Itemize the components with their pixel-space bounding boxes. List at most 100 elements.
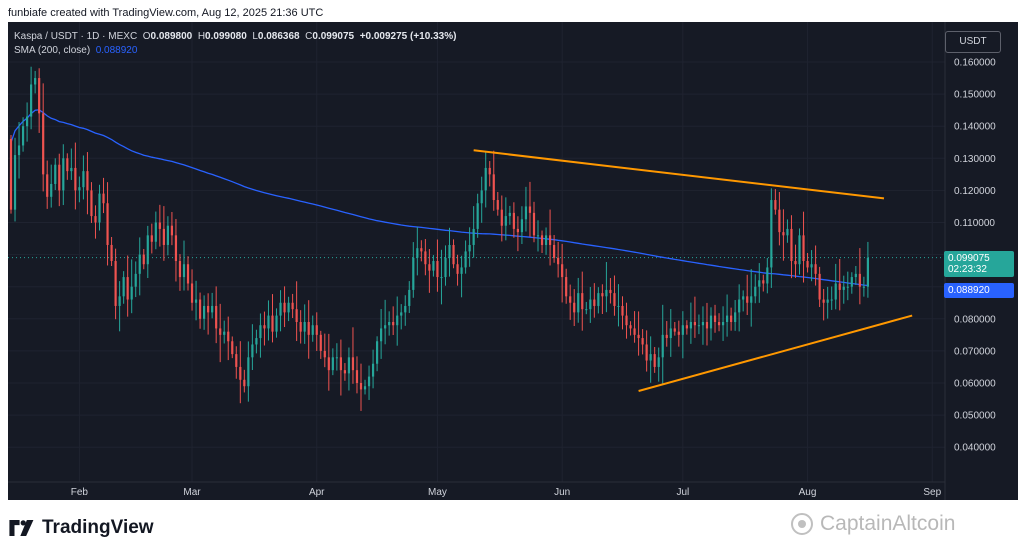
candle-body bbox=[689, 322, 692, 329]
candle bbox=[818, 266, 821, 308]
candle bbox=[862, 276, 865, 297]
candle-body bbox=[553, 244, 556, 258]
candle-body bbox=[78, 187, 81, 191]
candle-body bbox=[448, 244, 451, 258]
y-tick-label: 0.070000 bbox=[954, 346, 996, 357]
candle-body bbox=[814, 264, 817, 274]
candle-body bbox=[645, 344, 648, 361]
candle bbox=[569, 284, 572, 320]
candle bbox=[528, 181, 532, 237]
candle bbox=[207, 293, 210, 335]
candle-body bbox=[42, 113, 45, 175]
candle bbox=[367, 365, 371, 400]
candle-body bbox=[532, 212, 536, 236]
candle bbox=[577, 277, 580, 323]
candle-body bbox=[520, 219, 524, 233]
candle bbox=[126, 255, 129, 317]
candle bbox=[826, 286, 829, 319]
candle bbox=[697, 314, 701, 335]
trendline-resistance[interactable] bbox=[473, 149, 885, 200]
tradingview-brand: TradingView bbox=[42, 517, 154, 538]
candle-body bbox=[94, 216, 97, 223]
candle-body bbox=[134, 273, 137, 287]
candle bbox=[484, 151, 487, 208]
candle bbox=[830, 286, 833, 310]
candle-body bbox=[190, 283, 194, 303]
candle bbox=[190, 269, 194, 311]
candle bbox=[637, 311, 640, 356]
candle-body bbox=[524, 206, 528, 220]
candle-body bbox=[82, 171, 85, 188]
candle-body bbox=[70, 167, 73, 172]
candle-body bbox=[858, 273, 861, 287]
candle-body bbox=[17, 145, 21, 156]
candle-body bbox=[536, 235, 540, 237]
candle-body bbox=[581, 293, 584, 310]
candle bbox=[86, 152, 89, 215]
candle-body bbox=[677, 331, 680, 335]
sma-label[interactable]: SMA (200, close) bbox=[14, 45, 91, 56]
currency-button[interactable]: USDT bbox=[945, 31, 1001, 53]
candle bbox=[605, 262, 608, 313]
candle bbox=[400, 304, 403, 330]
candle bbox=[363, 379, 367, 395]
candle-body bbox=[114, 261, 117, 306]
candle bbox=[544, 227, 548, 255]
x-tick-label: Sep bbox=[923, 487, 941, 498]
candle-body bbox=[822, 299, 825, 303]
candle bbox=[130, 259, 133, 314]
candle-body bbox=[725, 315, 729, 323]
candle bbox=[428, 249, 431, 293]
candle bbox=[106, 182, 109, 266]
candle-body bbox=[573, 302, 576, 313]
candle bbox=[21, 117, 25, 152]
candle bbox=[118, 281, 121, 332]
candle bbox=[359, 363, 363, 411]
candle-body bbox=[311, 325, 314, 335]
symbol-label[interactable]: Kaspa / USDT · 1D · MEXC bbox=[14, 31, 138, 42]
candle-body bbox=[424, 251, 427, 265]
candle-body bbox=[717, 322, 721, 326]
candle-body bbox=[480, 190, 483, 204]
price-chart[interactable]: 0.160000 0.150000 0.140000 0.130000 0.120000… bbox=[8, 22, 1018, 500]
candle bbox=[251, 324, 254, 370]
candle bbox=[315, 312, 318, 351]
watermark-text: CaptainAltcoin bbox=[820, 512, 956, 535]
candle bbox=[730, 307, 733, 331]
candle bbox=[496, 192, 499, 216]
candle bbox=[629, 321, 632, 336]
candle-body bbox=[130, 286, 133, 300]
chart-panel[interactable]: 0.160000 0.150000 0.140000 0.130000 0.120000… bbox=[8, 22, 1018, 500]
candle bbox=[82, 155, 85, 200]
candle-body bbox=[713, 315, 717, 323]
candle-body bbox=[440, 277, 443, 279]
candle bbox=[738, 284, 741, 332]
candle-body bbox=[432, 261, 435, 271]
candle bbox=[806, 252, 809, 273]
candle bbox=[685, 320, 688, 335]
candle bbox=[420, 240, 423, 262]
candle bbox=[657, 347, 660, 382]
candle-body bbox=[66, 158, 69, 172]
candle-body bbox=[436, 261, 439, 278]
candle bbox=[613, 275, 616, 316]
tradingview-logo[interactable]: TradingView bbox=[9, 517, 154, 539]
candle-body bbox=[790, 228, 793, 262]
candle-body bbox=[118, 296, 121, 306]
candle-body bbox=[323, 350, 326, 358]
candle-body bbox=[577, 293, 580, 313]
candle bbox=[581, 271, 584, 331]
candle-body bbox=[685, 325, 688, 329]
candle bbox=[440, 249, 443, 305]
candle bbox=[182, 240, 186, 291]
candle bbox=[319, 330, 322, 359]
candle-body bbox=[388, 322, 391, 326]
candle-body bbox=[38, 78, 41, 114]
candle-body bbox=[299, 322, 302, 332]
candle bbox=[798, 228, 801, 275]
candle bbox=[170, 212, 174, 246]
trendline-support[interactable] bbox=[638, 314, 913, 392]
candle-body bbox=[46, 174, 49, 197]
candle bbox=[239, 341, 242, 404]
candle-body bbox=[742, 296, 745, 300]
